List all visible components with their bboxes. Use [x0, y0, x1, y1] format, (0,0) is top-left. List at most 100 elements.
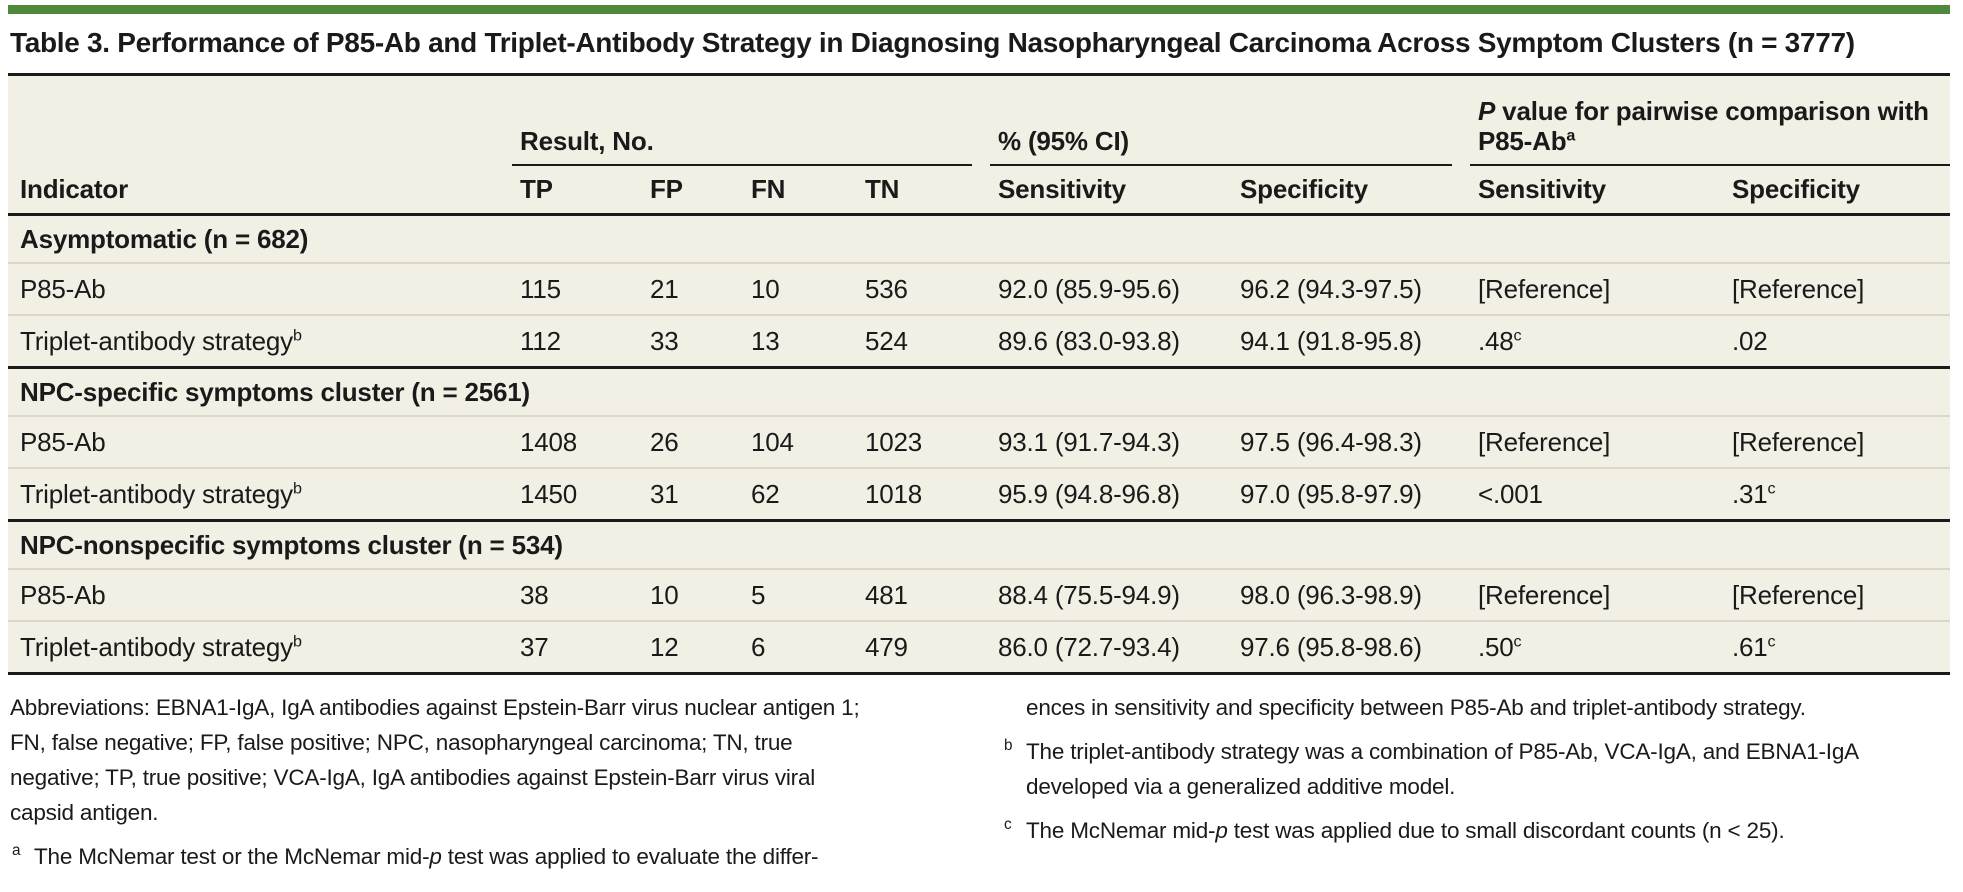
abbreviations-note: Abbreviations: EBNA1-IgA, IgA antibodies… [10, 695, 860, 825]
cell-fn: 5 [751, 579, 766, 610]
section-label: Asymptomatic (n = 682) [20, 223, 309, 254]
section-label: NPC-nonspecific symptoms cluster (n = 53… [20, 529, 563, 560]
table-row: P85-Ab 1408 26 104 1023 93.1 (91.7-94.3)… [8, 415, 1950, 467]
table: Result, No. % (95% CI) P value for pairw… [8, 76, 1950, 675]
cell-sensitivity: 95.9 (94.8-96.8) [998, 478, 1180, 509]
footnotes: Abbreviations: EBNA1-IgA, IgA antibodies… [8, 675, 1950, 891]
cell-fn: 62 [751, 478, 780, 509]
title-block: Table 3. Performance of P85-Ab and Tripl… [8, 14, 1950, 76]
cell-p-specificity: [Reference] [1732, 579, 1865, 610]
section-header-row: NPC-nonspecific symptoms cluster (n = 53… [8, 522, 1950, 568]
cell-specificity: 97.5 (96.4-98.3) [1240, 426, 1422, 457]
cell-indicator: P85-Ab [20, 579, 106, 610]
cell-tn: 479 [865, 631, 908, 662]
cell-tn: 536 [865, 273, 908, 304]
cell-specificity: 98.0 (96.3-98.9) [1240, 579, 1422, 610]
group-header-p-value: P value for pairwise comparison with P85… [1470, 78, 1950, 166]
cell-fp: 26 [650, 426, 679, 457]
cell-p-sensitivity: .50c [1478, 631, 1522, 662]
section-asymptomatic: Asymptomatic (n = 682) P85-Ab 115 21 10 … [8, 216, 1950, 369]
cell-specificity: 96.2 (94.3-97.5) [1240, 273, 1422, 304]
cell-fp: 10 [650, 579, 679, 610]
footnote-c: c The McNemar mid-p test was applied due … [1002, 814, 1882, 849]
cell-tp: 1450 [520, 478, 578, 509]
cell-p-sensitivity: [Reference] [1478, 579, 1611, 610]
footnote-a-continuation: ences in sensitivity and specificity bet… [1026, 695, 1806, 720]
cell-indicator: Triplet-antibody strategyb [20, 325, 302, 356]
col-header-fp: FP [650, 174, 683, 204]
section-npc-specific: NPC-specific symptoms cluster (n = 2561)… [8, 369, 1950, 522]
cell-fp: 33 [650, 325, 679, 356]
cell-fp: 12 [650, 631, 679, 662]
table-row: P85-Ab 115 21 10 536 92.0 (85.9-95.6) 96… [8, 262, 1950, 314]
cell-sensitivity: 88.4 (75.5-94.9) [998, 579, 1180, 610]
cell-p-specificity: .02 [1732, 325, 1768, 356]
cell-tp: 112 [520, 325, 561, 356]
group-header-percent-ci: % (95% CI) [990, 78, 1452, 166]
cell-p-sensitivity: .48c [1478, 325, 1522, 356]
section-header-row: NPC-specific symptoms cluster (n = 2561) [8, 369, 1950, 415]
cell-fn: 13 [751, 325, 780, 356]
cell-fp: 31 [650, 478, 679, 509]
cell-tp: 37 [520, 631, 549, 662]
cell-tn: 481 [865, 579, 908, 610]
footnote-b-marker: b [1004, 736, 1013, 754]
cell-p-sensitivity: <.001 [1478, 478, 1543, 509]
table-title: Table 3. Performance of P85-Ab and Tripl… [10, 27, 1855, 58]
footnote-b: b The triplet-antibody strategy was a com… [1002, 735, 1882, 805]
cell-p-sensitivity: [Reference] [1478, 426, 1611, 457]
col-header-specificity-p: Specificity [1732, 174, 1860, 204]
cell-tn: 524 [865, 325, 908, 356]
p-value-footnote-marker: a [1566, 126, 1576, 145]
col-header-specificity-ci: Specificity [1240, 174, 1368, 204]
section-npc-nonspecific: NPC-nonspecific symptoms cluster (n = 53… [8, 522, 1950, 675]
cell-tn: 1023 [865, 426, 923, 457]
footnote-a: a The McNemar test or the McNemar mid-p t… [10, 840, 870, 875]
section-header-row: Asymptomatic (n = 682) [8, 216, 1950, 262]
cell-indicator: P85-Ab [20, 273, 106, 304]
cell-p-specificity: .31c [1732, 478, 1776, 509]
cell-p-specificity: [Reference] [1732, 426, 1865, 457]
table-row: Triplet-antibody strategyb 1450 31 62 10… [8, 467, 1950, 519]
col-header-sensitivity-p: Sensitivity [1478, 174, 1606, 204]
table-row: Triplet-antibody strategyb 37 12 6 479 8… [8, 620, 1950, 672]
cell-fn: 104 [751, 426, 794, 457]
header-group-row: Result, No. % (95% CI) P value for pairw… [8, 76, 1950, 166]
cell-p-specificity: [Reference] [1732, 273, 1865, 304]
cell-p-sensitivity: [Reference] [1478, 273, 1611, 304]
cell-sensitivity: 86.0 (72.7-93.4) [998, 631, 1180, 662]
col-header-sensitivity-ci: Sensitivity [998, 174, 1126, 204]
table-row: Triplet-antibody strategyb 112 33 13 524… [8, 314, 1950, 366]
table-header: Result, No. % (95% CI) P value for pairw… [8, 76, 1950, 216]
footnote-a-marker: a [12, 841, 21, 859]
cell-tp: 38 [520, 579, 549, 610]
table-row: P85-Ab 38 10 5 481 88.4 (75.5-94.9) 98.0… [8, 568, 1950, 620]
cell-specificity: 97.0 (95.8-97.9) [1240, 478, 1422, 509]
col-header-tp: TP [520, 174, 553, 204]
cell-tp: 1408 [520, 426, 578, 457]
cell-tp: 115 [520, 273, 561, 304]
col-header-indicator: Indicator [20, 174, 128, 204]
col-header-tn: TN [865, 174, 900, 204]
footnotes-left-column: Abbreviations: EBNA1-IgA, IgA antibodies… [10, 691, 870, 883]
cell-fn: 6 [751, 631, 766, 662]
p-value-italic-p: P [1478, 95, 1496, 126]
cell-indicator: Triplet-antibody strategyb [20, 478, 302, 509]
col-header-fn: FN [751, 174, 786, 204]
cell-sensitivity: 92.0 (85.9-95.6) [998, 273, 1180, 304]
cell-specificity: 97.6 (95.8-98.6) [1240, 631, 1422, 662]
footnotes-right-column: ences in sensitivity and specificity bet… [1002, 691, 1882, 883]
cell-sensitivity: 93.1 (91.7-94.3) [998, 426, 1180, 457]
cell-indicator: Triplet-antibody strategyb [20, 631, 302, 662]
cell-fn: 10 [751, 273, 780, 304]
cell-tn: 1018 [865, 478, 923, 509]
p-value-text: value for pairwise comparison with P85-A… [1478, 95, 1929, 157]
cell-specificity: 94.1 (91.8-95.8) [1240, 325, 1422, 356]
group-header-result-no: Result, No. [512, 78, 972, 166]
section-label: NPC-specific symptoms cluster (n = 2561) [20, 376, 531, 407]
accent-bar [8, 5, 1950, 14]
cell-fp: 21 [650, 273, 679, 304]
cell-sensitivity: 89.6 (83.0-93.8) [998, 325, 1180, 356]
cell-indicator: P85-Ab [20, 426, 106, 457]
